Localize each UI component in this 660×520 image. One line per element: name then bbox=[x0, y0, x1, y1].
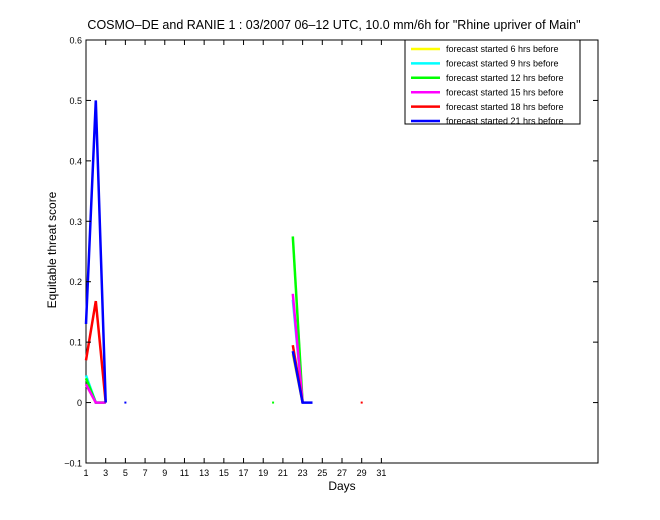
y-tick-label: 0.3 bbox=[69, 217, 82, 227]
legend-label: forecast started 21 hrs before bbox=[446, 116, 564, 126]
series-segment bbox=[84, 300, 107, 403]
legend-label: forecast started 6 hrs before bbox=[446, 44, 559, 54]
x-axis-label: Days bbox=[328, 479, 355, 493]
x-tick-label: 1 bbox=[83, 468, 88, 478]
series-line bbox=[84, 100, 313, 404]
legend-label: forecast started 15 hrs before bbox=[446, 87, 564, 97]
x-tick-label: 9 bbox=[162, 468, 167, 478]
series-line bbox=[84, 293, 304, 404]
series-segment bbox=[291, 293, 304, 403]
legend-label: forecast started 18 hrs before bbox=[446, 102, 564, 112]
x-tick-label: 7 bbox=[143, 468, 148, 478]
y-tick-label: 0.4 bbox=[69, 156, 82, 166]
x-tick-label: 27 bbox=[337, 468, 347, 478]
y-tick-label: −0.1 bbox=[64, 459, 82, 469]
x-tick-label: 3 bbox=[103, 468, 108, 478]
series-layer bbox=[84, 100, 363, 404]
y-tick-label: 0.6 bbox=[69, 36, 82, 46]
legend: forecast started 6 hrs before forecast st… bbox=[404, 39, 581, 126]
x-tick-label: 17 bbox=[239, 468, 249, 478]
series-segment bbox=[291, 350, 313, 404]
legend-box bbox=[404, 39, 581, 125]
x-tick-label: 15 bbox=[219, 468, 229, 478]
x-axis: 1 3 5 7 9 11 13 15 17 19 21 23 25 27 29 31 bbox=[83, 40, 386, 478]
x-tick-label: 31 bbox=[376, 468, 386, 478]
y-tick-label: 0.5 bbox=[69, 96, 82, 106]
x-tick-label: 29 bbox=[357, 468, 367, 478]
series-segment bbox=[84, 100, 107, 403]
y-axis: −0.1 0 0.1 0.2 0.3 0.4 0.5 0.6 bbox=[64, 36, 598, 469]
x-tick-label: 23 bbox=[298, 468, 308, 478]
x-tick-label: 11 bbox=[180, 468, 189, 478]
chart-title: COSMO–DE and RANIE 1 : 03/2007 06–12 UTC… bbox=[87, 18, 580, 32]
x-tick-label: 5 bbox=[123, 468, 128, 478]
y-tick-label: 0 bbox=[77, 398, 82, 408]
y-axis-label: Equitable threat score bbox=[45, 191, 59, 308]
x-tick-label: 13 bbox=[199, 468, 209, 478]
legend-label: forecast started 9 hrs before bbox=[446, 59, 559, 69]
y-tick-label: 0.1 bbox=[69, 338, 82, 348]
series-segment bbox=[84, 383, 106, 404]
x-tick-label: 21 bbox=[278, 468, 288, 478]
y-tick-label: 0.2 bbox=[69, 277, 82, 287]
legend-label: forecast started 12 hrs before bbox=[446, 73, 564, 83]
x-tick-label: 25 bbox=[317, 468, 327, 478]
x-tick-label: 19 bbox=[258, 468, 268, 478]
